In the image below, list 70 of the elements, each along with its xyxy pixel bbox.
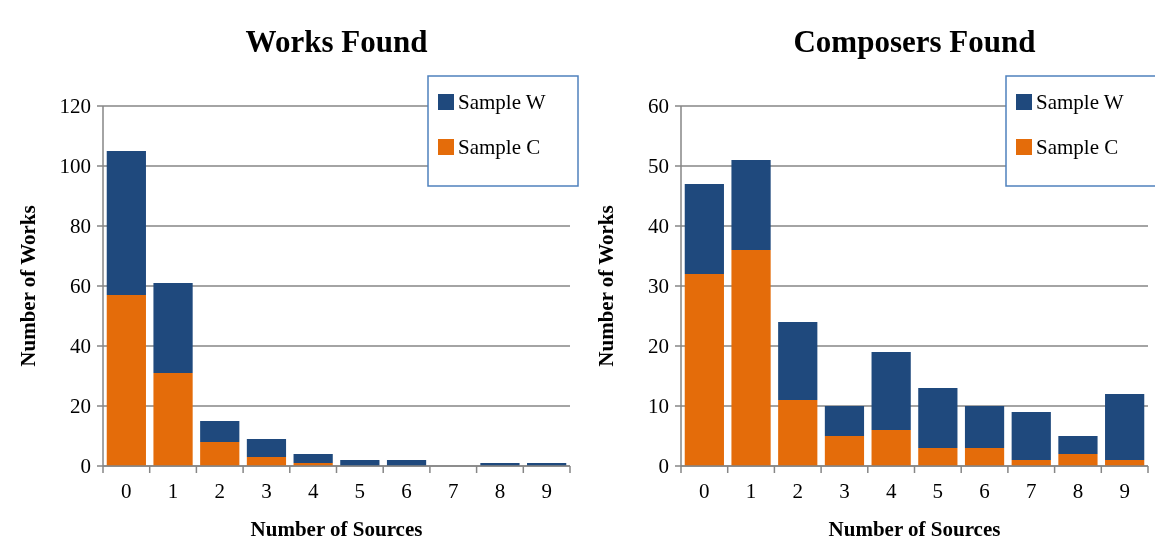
x-tick-label: 0 [699,479,710,503]
legend-label: Sample C [1036,135,1119,160]
legend-label: Sample W [1036,90,1124,115]
bar [918,388,958,448]
x-tick-label: 5 [932,479,944,503]
bar [1058,436,1098,454]
x-tick-label: 6 [401,479,412,503]
y-tick-label: 80 [70,214,91,239]
bar [731,250,771,466]
bar [1058,454,1098,466]
bar [153,283,193,373]
y-tick-label: 20 [70,394,91,419]
bar [200,442,240,466]
bar [871,430,911,466]
legend-label: Sample C [458,135,541,160]
y-tick-label: 100 [59,154,91,179]
x-tick-label: 9 [1119,479,1130,503]
x-tick-label: 1 [745,479,757,503]
x-tick-label: 4 [885,479,897,503]
x-tick-label: 0 [121,479,132,503]
y-tick-label: 50 [648,154,669,179]
bar [964,406,1005,448]
x-tick-label: 9 [541,479,552,503]
y-tick-label: 0 [658,454,669,479]
bar [1105,394,1145,460]
bar [824,436,865,466]
bar [918,448,958,466]
x-tick-label: 7 [1026,479,1037,503]
y-axis-title: Number of Works [594,205,618,367]
x-tick-label: 4 [307,479,319,503]
x-tick-label: 8 [494,479,506,503]
y-tick-label: 60 [70,274,91,299]
x-axis-title: Number of Sources [250,517,423,541]
x-tick-label: 3 [839,479,850,503]
bar [1011,412,1051,460]
y-tick-label: 20 [648,334,669,359]
bar [824,406,865,436]
y-tick-label: 40 [648,214,669,239]
bar [153,373,193,466]
y-axis-title: Number of Works [16,205,40,367]
chart-title: Composers Found [793,24,1036,59]
y-tick-label: 0 [80,454,91,479]
bar [684,274,724,466]
bar [778,322,818,400]
y-tick-label: 60 [648,94,669,119]
x-tick-label: 5 [354,479,366,503]
bar [293,454,333,463]
x-tick-label: 2 [792,479,803,503]
y-tick-label: 10 [648,394,669,419]
x-tick-label: 2 [214,479,225,503]
bar [731,160,771,250]
bar [106,295,146,466]
bar [200,421,240,442]
chart-title: Works Found [245,24,428,59]
x-tick-label: 1 [167,479,179,503]
y-tick-label: 30 [648,274,669,299]
y-tick-label: 40 [70,334,91,359]
bar [246,439,287,457]
bar [871,352,911,430]
legend-label: Sample W [458,90,546,115]
x-tick-label: 3 [261,479,272,503]
x-axis-title: Number of Sources [828,517,1001,541]
bar [964,448,1005,466]
x-tick-label: 7 [448,479,459,503]
bar [106,151,146,295]
y-tick-label: 120 [59,94,91,119]
bar [684,184,724,274]
x-tick-label: 8 [1072,479,1084,503]
bar [778,400,818,466]
x-tick-label: 6 [979,479,990,503]
